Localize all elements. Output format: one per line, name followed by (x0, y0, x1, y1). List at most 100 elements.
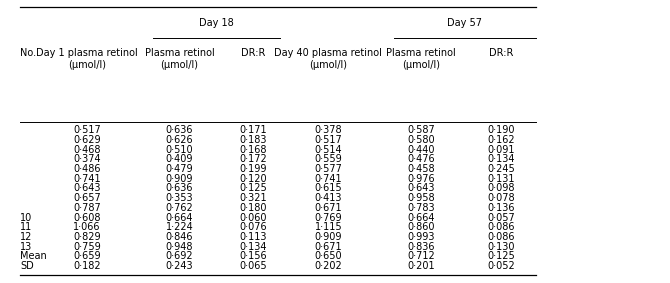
Text: 0·162: 0·162 (487, 135, 515, 145)
Text: 0·125: 0·125 (487, 251, 515, 261)
Text: 0·076: 0·076 (239, 222, 267, 232)
Text: Plasma retinol
(μmol/l): Plasma retinol (μmol/l) (386, 48, 456, 70)
Text: 0·514: 0·514 (314, 145, 342, 155)
Text: 0·171: 0·171 (239, 125, 267, 135)
Text: 0·948: 0·948 (165, 242, 194, 252)
Text: Day 18: Day 18 (199, 18, 234, 28)
Text: 0·378: 0·378 (314, 125, 342, 135)
Text: 0·168: 0·168 (239, 145, 267, 155)
Text: 1·066: 1·066 (73, 222, 101, 232)
Text: DR:R: DR:R (241, 48, 265, 58)
Text: 10: 10 (20, 213, 32, 222)
Text: 0·692: 0·692 (165, 251, 194, 261)
Text: 0·182: 0·182 (73, 261, 101, 271)
Text: 0·065: 0·065 (239, 261, 267, 271)
Text: 0·479: 0·479 (165, 164, 194, 174)
Text: 0·245: 0·245 (487, 164, 515, 174)
Text: 0·091: 0·091 (487, 145, 515, 155)
Text: 0·060: 0·060 (239, 213, 267, 222)
Text: No.: No. (20, 48, 36, 58)
Text: 0·846: 0·846 (165, 232, 194, 242)
Text: 0·243: 0·243 (165, 261, 194, 271)
Text: 0·374: 0·374 (73, 154, 101, 164)
Text: 0·759: 0·759 (73, 242, 101, 252)
Text: SD: SD (20, 261, 34, 271)
Text: 0·202: 0·202 (314, 261, 342, 271)
Text: 0·580: 0·580 (407, 135, 435, 145)
Text: 0·183: 0·183 (239, 135, 267, 145)
Text: 12: 12 (20, 232, 32, 242)
Text: 0·199: 0·199 (239, 164, 267, 174)
Text: 0·321: 0·321 (239, 193, 267, 203)
Text: 0·787: 0·787 (73, 203, 101, 213)
Text: 0·587: 0·587 (407, 125, 435, 135)
Text: 0·762: 0·762 (165, 203, 194, 213)
Text: 0·650: 0·650 (314, 251, 342, 261)
Text: 0·057: 0·057 (487, 213, 515, 222)
Text: 0·769: 0·769 (314, 213, 342, 222)
Text: 0·134: 0·134 (487, 154, 515, 164)
Text: 0·353: 0·353 (165, 193, 194, 203)
Text: 0·190: 0·190 (487, 125, 515, 135)
Text: 0·741: 0·741 (314, 174, 342, 184)
Text: 0·860: 0·860 (407, 222, 435, 232)
Text: 0·643: 0·643 (407, 183, 435, 193)
Text: 0·836: 0·836 (407, 242, 435, 252)
Text: Plasma retinol
(μmol/l): Plasma retinol (μmol/l) (145, 48, 214, 70)
Text: 0·517: 0·517 (314, 135, 342, 145)
Text: 0·636: 0·636 (165, 125, 194, 135)
Text: 0·180: 0·180 (239, 203, 267, 213)
Text: 11: 11 (20, 222, 32, 232)
Text: 0·664: 0·664 (407, 213, 435, 222)
Text: 0·909: 0·909 (314, 232, 342, 242)
Text: 0·136: 0·136 (487, 203, 515, 213)
Text: 0·413: 0·413 (314, 193, 342, 203)
Text: 0·993: 0·993 (407, 232, 435, 242)
Text: 0·608: 0·608 (73, 213, 101, 222)
Text: 0·626: 0·626 (165, 135, 194, 145)
Text: 0·664: 0·664 (165, 213, 194, 222)
Text: Day 1 plasma retinol
(μmol/l): Day 1 plasma retinol (μmol/l) (36, 48, 138, 70)
Text: 0·958: 0·958 (407, 193, 435, 203)
Text: 0·577: 0·577 (314, 164, 342, 174)
Text: 0·636: 0·636 (165, 183, 194, 193)
Text: 0·643: 0·643 (73, 183, 101, 193)
Text: 0·156: 0·156 (239, 251, 267, 261)
Text: DR:R: DR:R (489, 48, 513, 58)
Text: 0·712: 0·712 (407, 251, 435, 261)
Text: 0·510: 0·510 (165, 145, 194, 155)
Text: 0·086: 0·086 (487, 222, 515, 232)
Text: 0·671: 0·671 (314, 242, 342, 252)
Text: 0·517: 0·517 (73, 125, 101, 135)
Text: 0·486: 0·486 (73, 164, 101, 174)
Text: 0·671: 0·671 (314, 203, 342, 213)
Text: Day 57: Day 57 (448, 18, 482, 28)
Text: 0·829: 0·829 (73, 232, 101, 242)
Text: 1·115: 1·115 (314, 222, 342, 232)
Text: 0·130: 0·130 (487, 242, 515, 252)
Text: 0·125: 0·125 (239, 183, 267, 193)
Text: 0·468: 0·468 (73, 145, 101, 155)
Text: Mean: Mean (20, 251, 47, 261)
Text: 0·659: 0·659 (73, 251, 101, 261)
Text: 0·131: 0·131 (487, 174, 515, 184)
Text: 0·086: 0·086 (487, 232, 515, 242)
Text: Day 40 plasma retinol
(μmol/l): Day 40 plasma retinol (μmol/l) (274, 48, 383, 70)
Text: 0·615: 0·615 (314, 183, 342, 193)
Text: 0·909: 0·909 (165, 174, 194, 184)
Text: 0·741: 0·741 (73, 174, 101, 184)
Text: 0·113: 0·113 (239, 232, 267, 242)
Text: 0·172: 0·172 (239, 154, 267, 164)
Text: 0·440: 0·440 (407, 145, 435, 155)
Text: 13: 13 (20, 242, 32, 252)
Text: 0·976: 0·976 (407, 174, 435, 184)
Text: 0·657: 0·657 (73, 193, 101, 203)
Text: 0·783: 0·783 (407, 203, 435, 213)
Text: 0·078: 0·078 (487, 193, 515, 203)
Text: 0·458: 0·458 (407, 164, 435, 174)
Text: 0·052: 0·052 (487, 261, 515, 271)
Text: 0·409: 0·409 (165, 154, 194, 164)
Text: 0·098: 0·098 (487, 183, 515, 193)
Text: 0·559: 0·559 (314, 154, 342, 164)
Text: 0·201: 0·201 (407, 261, 435, 271)
